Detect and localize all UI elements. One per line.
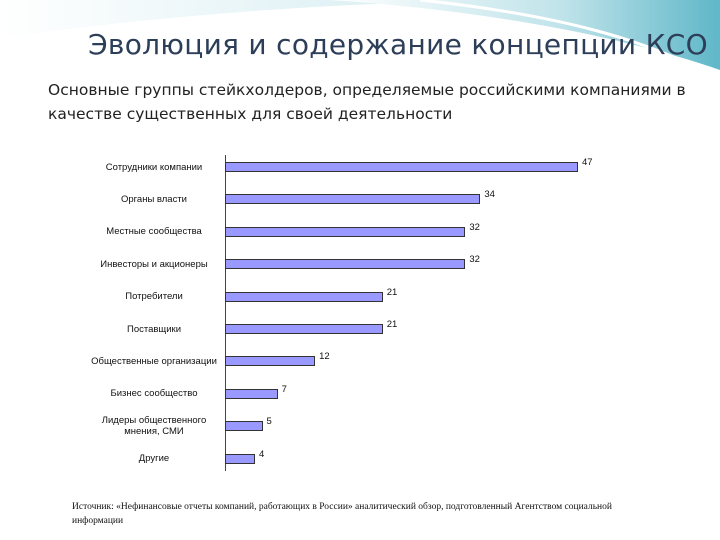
value-label: 21 <box>386 319 398 330</box>
category-label: Лидеры общественного мнения, СМИ <box>101 415 207 438</box>
value-label: 5 <box>266 416 272 428</box>
value-label: 12 <box>319 351 330 363</box>
value-label: 47 <box>582 157 593 168</box>
bar <box>225 291 383 302</box>
value-label: 34 <box>484 189 495 201</box>
value-label: 21 <box>386 286 398 298</box>
bar <box>225 194 481 205</box>
bar <box>225 324 383 334</box>
category-label: Поставщики <box>126 323 182 335</box>
category-label: Бизнес сообщество <box>110 388 198 400</box>
axis-line <box>225 155 226 471</box>
bar <box>225 421 263 432</box>
bar <box>225 453 256 464</box>
subtitle: Основные группы стейкхолдеров, определяе… <box>48 81 686 123</box>
value-label: 32 <box>469 254 480 266</box>
source: Источник: «Нефинансовые отчеты компаний,… <box>72 502 612 526</box>
bar <box>225 226 466 237</box>
bar <box>225 356 316 367</box>
bar <box>225 162 578 172</box>
bar <box>225 388 278 399</box>
decoration <box>0 0 720 82</box>
category-label: Органы власти <box>121 193 187 205</box>
category-label: Другие <box>138 453 170 465</box>
category-label: Потребители <box>125 291 183 303</box>
category-label: Инвесторы и акционеры <box>100 258 208 270</box>
bar <box>225 259 466 270</box>
value-label: 4 <box>259 448 265 460</box>
value-label: 7 <box>281 383 287 395</box>
title: Эволюция и содержание концепции КСО <box>88 28 708 61</box>
category-label: Сотрудники компании <box>105 161 203 173</box>
category-label: Общественные организации <box>91 355 217 367</box>
value-label: 32 <box>469 221 480 233</box>
category-label: Местные сообщества <box>106 226 202 238</box>
